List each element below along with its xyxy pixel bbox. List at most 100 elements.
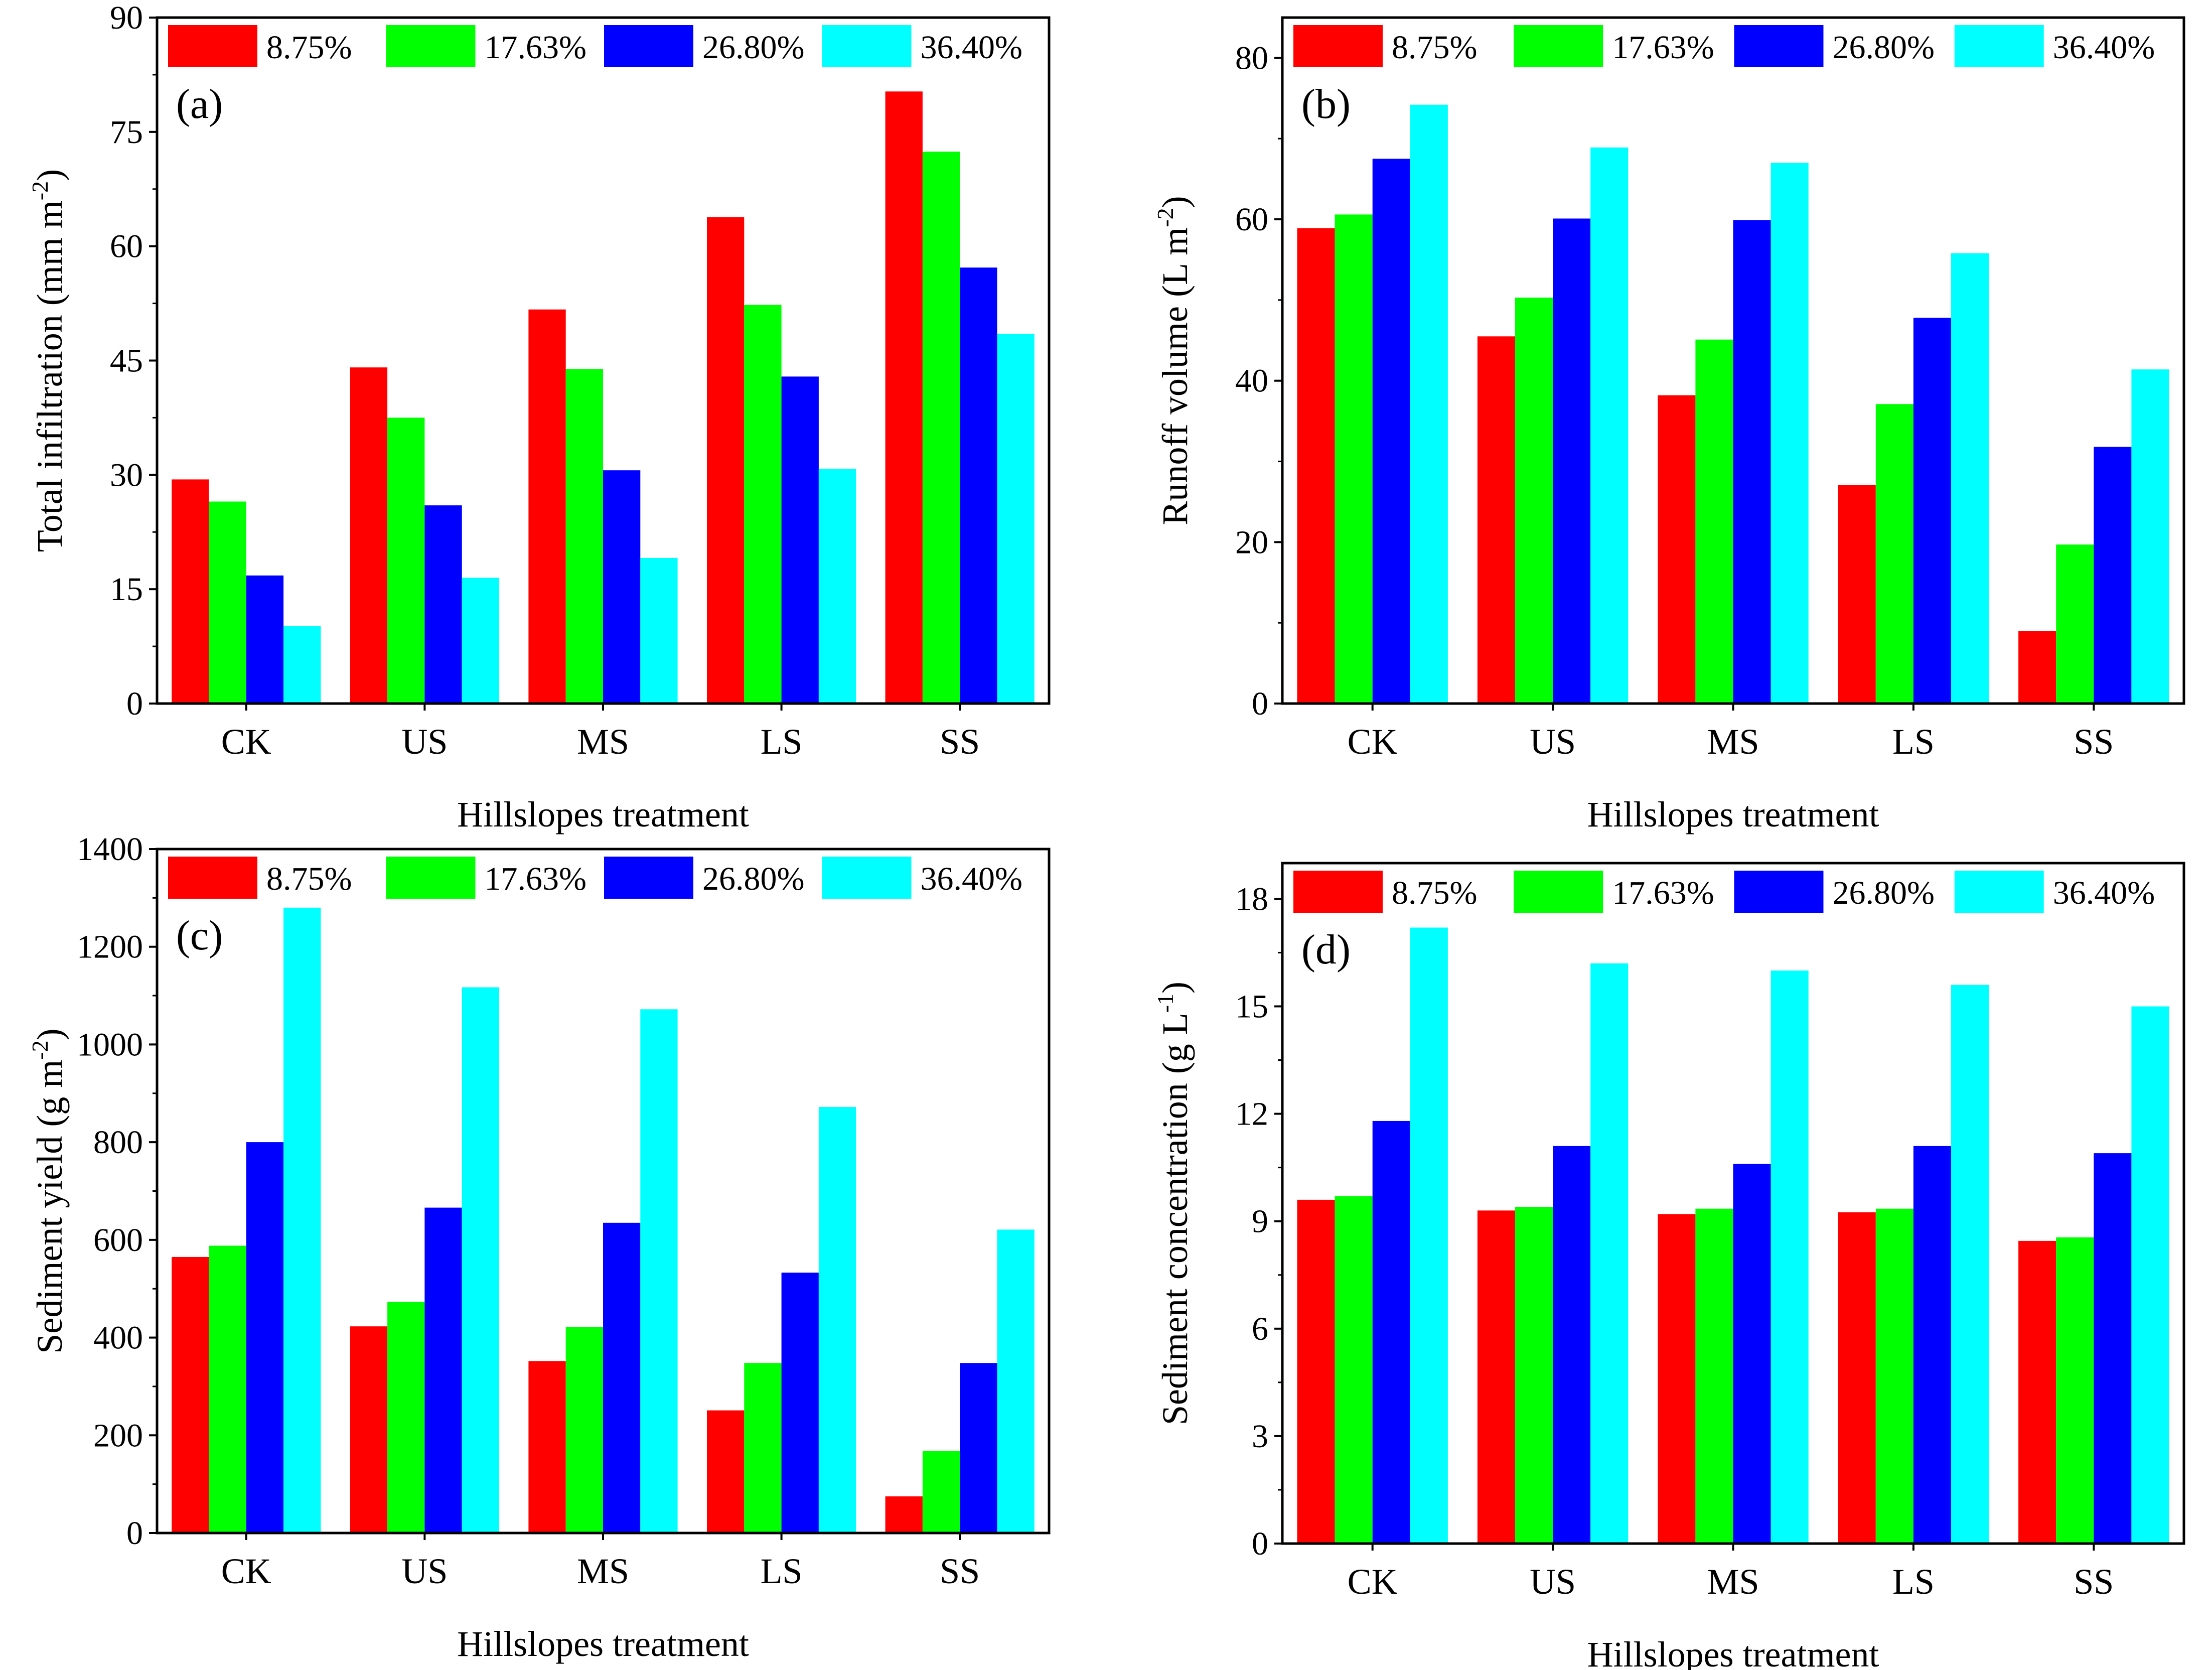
x-axis-title: Hillslopes treatment [457, 794, 749, 834]
bar-ck-series-1 [172, 1257, 209, 1533]
x-axis-title: Hillslopes treatment [457, 1624, 749, 1664]
bar-ss-series-3 [2094, 447, 2132, 704]
bar-ss-series-1 [885, 1496, 923, 1533]
y-tick-label: 75 [110, 114, 143, 151]
x-tick-label: CK [221, 1551, 271, 1591]
y-tick-label: 400 [93, 1320, 143, 1356]
x-tick-label: CK [221, 722, 271, 762]
bar-ss-series-3 [960, 1363, 997, 1533]
bar-ls-series-4 [818, 1107, 856, 1533]
x-tick-label: US [401, 1551, 448, 1591]
y-tick-label: 1200 [77, 929, 143, 965]
legend-swatch-3 [1734, 25, 1824, 67]
legend-label-2: 17.63% [1612, 875, 1714, 911]
x-axis-title: Hillslopes treatment [1587, 1634, 1879, 1670]
bar-ss-series-4 [2131, 369, 2169, 704]
legend: 8.75% 17.63% 26.80% 36.40% [1293, 25, 2155, 67]
legend-swatch-4 [822, 857, 912, 899]
bar-ls-series-2 [744, 305, 782, 704]
bar-ms-series-3 [1733, 1164, 1771, 1544]
legend-swatch-4 [1954, 25, 2044, 67]
bar-ck-series-4 [283, 626, 321, 704]
legend-label-2: 17.63% [485, 861, 586, 897]
bar-ls-series-3 [1913, 318, 1951, 704]
y-axis-title: Total infiltration (mm m-2) [27, 169, 70, 552]
legend-swatch-1 [168, 25, 257, 67]
legend-label-3: 26.80% [702, 861, 804, 897]
legend-label-3: 26.80% [1833, 29, 1935, 66]
bar-us-series-2 [387, 418, 425, 704]
y-tick-label: 20 [1235, 524, 1268, 561]
bar-ck-series-2 [1335, 214, 1373, 704]
y-tick-label: 15 [110, 571, 143, 608]
bar-ck-series-4 [283, 907, 321, 1533]
x-tick-label: LS [761, 1551, 803, 1591]
bar-us-series-1 [350, 1326, 388, 1533]
bar-ls-series-4 [1951, 985, 1989, 1544]
y-tick-label: 60 [1235, 201, 1268, 238]
y-tick-label: 90 [110, 0, 143, 36]
y-tick-label: 800 [93, 1124, 143, 1161]
panel-label: (b) [1301, 81, 1351, 127]
bar-ss-series-4 [2131, 1006, 2169, 1544]
y-axis-title-superscript: -2 [1152, 208, 1178, 227]
y-tick-label: 0 [1252, 1525, 1268, 1562]
bar-ls-series-1 [1838, 485, 1876, 704]
y-axis-title: Sediment yield (g m-2) [27, 1028, 70, 1353]
x-tick-label: US [1530, 1562, 1576, 1602]
chart-panel-c: CK US MS LS SS 0 200 400 600 800 1000 1200 1400 Hills… [27, 831, 1051, 1664]
bar-ck-series-3 [1372, 159, 1410, 704]
y-tick-label: 18 [1235, 881, 1268, 917]
bar-us-series-2 [1515, 298, 1553, 704]
y-tick-label: 15 [1235, 988, 1268, 1025]
x-tick-label: LS [1892, 722, 1935, 762]
bar-us-series-1 [1477, 336, 1515, 704]
y-tick-label: 1000 [77, 1026, 143, 1063]
bar-us-series-4 [1590, 963, 1629, 1544]
bar-ls-series-4 [1951, 253, 1989, 704]
y-tick-label: 9 [1252, 1203, 1268, 1240]
legend-label-1: 8.75% [1392, 29, 1477, 66]
bar-ms-series-1 [528, 309, 566, 704]
legend: 8.75% 17.63% 26.80% 36.40% [168, 25, 1022, 67]
y-axis-title-superscript: -2 [27, 181, 53, 200]
y-axis-title-tail: ) [1155, 196, 1195, 208]
legend-label-2: 17.63% [1612, 29, 1714, 66]
bar-us-series-3 [1553, 218, 1591, 704]
legend-swatch-3 [1734, 871, 1824, 913]
legend-swatch-3 [604, 25, 693, 67]
bar-ss-series-3 [960, 267, 997, 704]
x-tick-label: US [401, 722, 448, 762]
bar-ss-series-4 [997, 1229, 1035, 1533]
y-axis-title-main: Sediment concentration (g L [1155, 1013, 1195, 1425]
bar-us-series-1 [350, 367, 388, 704]
bar-ck-series-1 [172, 479, 209, 704]
panel-label: (c) [176, 912, 223, 959]
bar-ms-series-4 [1771, 970, 1809, 1544]
y-tick-label: 45 [110, 343, 143, 379]
plot-frame [1281, 862, 2185, 1545]
bar-ss-series-2 [2056, 1237, 2094, 1544]
bar-ls-series-1 [707, 217, 745, 704]
chart-panel-b: CK US MS LS SS 0 20 40 60 80 Hillslopes treatment R… [1152, 16, 2185, 834]
y-axis-title-main: Total infiltration (mm m [30, 200, 70, 552]
x-tick-label: MS [577, 1551, 629, 1591]
chart-panel-d: CK US MS LS SS 0 3 6 9 12 15 18 Hillslopes treatment… [1152, 862, 2185, 1670]
bar-ms-series-3 [603, 470, 641, 704]
y-axis-title: Sediment concentration (g L-1) [1152, 982, 1195, 1425]
chart-panel-a: CK US MS LS SS 0 15 30 45 60 75 90 Hillslopes treatm… [27, 0, 1051, 834]
bar-ms-series-4 [640, 1009, 678, 1533]
bar-ck-series-2 [209, 1245, 246, 1533]
legend-swatch-4 [1954, 871, 2044, 913]
x-tick-label: LS [761, 722, 803, 762]
y-tick-label: 80 [1235, 40, 1268, 76]
bar-ck-series-4 [1410, 927, 1448, 1544]
bar-us-series-3 [424, 505, 462, 704]
bar-us-series-4 [462, 987, 499, 1533]
bar-ms-series-3 [603, 1222, 641, 1533]
x-tick-label: LS [1892, 1562, 1935, 1602]
bar-ss-series-2 [922, 1451, 960, 1533]
bar-ms-series-2 [1695, 339, 1733, 704]
bar-ss-series-2 [2056, 544, 2094, 704]
